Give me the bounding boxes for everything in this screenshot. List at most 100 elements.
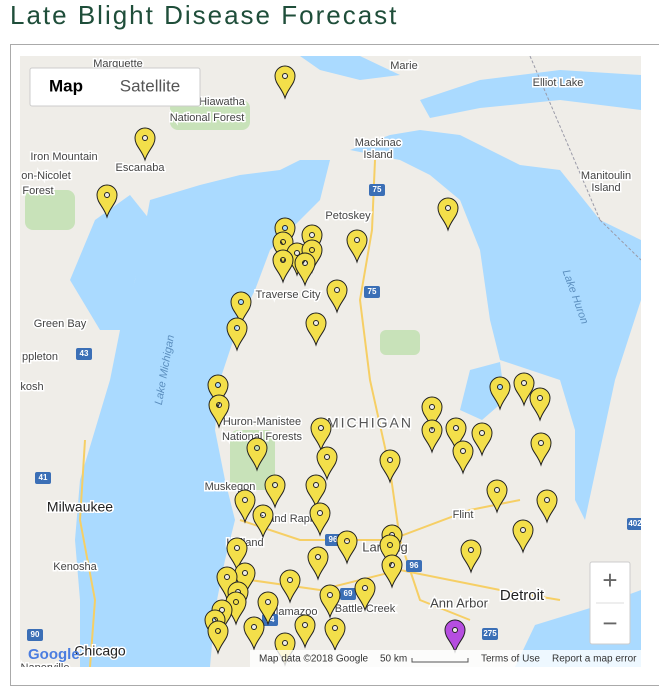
page-title: Late Blight Disease Forecast: [10, 0, 399, 30]
forecast-marker[interactable]: [134, 127, 156, 162]
forecast-marker[interactable]: [294, 614, 316, 649]
road-shield: [364, 286, 380, 298]
forecast-marker[interactable]: [319, 584, 341, 619]
forecast-marker[interactable]: [471, 422, 493, 457]
road-shield: [27, 629, 43, 641]
forecast-marker[interactable]: [226, 537, 248, 572]
zoom-in[interactable]: +: [602, 565, 617, 595]
forecast-marker[interactable]: [489, 376, 511, 411]
report-link[interactable]: Report a map error: [552, 654, 637, 665]
forecast-marker[interactable]: [346, 229, 368, 264]
border: [599, 219, 641, 261]
forecast-marker[interactable]: [310, 417, 332, 452]
place-label: Mackinac: [355, 137, 402, 149]
forecast-marker[interactable]: [324, 617, 346, 652]
forecast-marker[interactable]: [243, 616, 265, 651]
road-number: 96: [410, 561, 419, 570]
forecast-marker[interactable]: [513, 372, 535, 407]
place-label: Traverse City: [256, 289, 321, 301]
forecast-marker[interactable]: [379, 534, 401, 569]
forecast-marker[interactable]: [307, 546, 329, 581]
forecast-marker[interactable]: [294, 252, 316, 287]
place-label: Chicago: [74, 643, 126, 659]
place-label: Milwaukee: [47, 499, 113, 515]
forecast-marker[interactable]: [316, 446, 338, 481]
forecast-marker[interactable]: [379, 449, 401, 484]
forecast-marker[interactable]: [444, 619, 466, 654]
road-number: 75: [368, 287, 377, 296]
forecast-marker[interactable]: [486, 479, 508, 514]
place-label: Detroit: [500, 587, 545, 604]
road-number: 41: [39, 473, 48, 482]
forecast-marker[interactable]: [96, 184, 118, 219]
forecast-marker[interactable]: [279, 569, 301, 604]
water: [70, 56, 641, 667]
forecast-marker[interactable]: [252, 504, 274, 539]
place-label: Island: [363, 149, 392, 161]
forecast-marker[interactable]: [530, 432, 552, 467]
scale-label: 50 km: [380, 654, 407, 665]
forecast-marker[interactable]: [305, 474, 327, 509]
forecast-marker[interactable]: [274, 65, 296, 100]
place-label: Forest: [22, 185, 53, 197]
place-label: Hiawatha: [199, 96, 246, 108]
place-label: Manitoulin: [581, 170, 631, 182]
place-label: Petoskey: [325, 210, 371, 222]
road-shield: [627, 518, 641, 530]
forecast-marker[interactable]: [272, 249, 294, 284]
place-label: Island: [591, 182, 620, 194]
zoom-out[interactable]: −: [602, 608, 617, 638]
forecast-marker[interactable]: [264, 474, 286, 509]
forecast-marker[interactable]: [529, 387, 551, 422]
map-type-button[interactable]: Map: [49, 76, 83, 95]
place-label: Flint: [453, 509, 474, 521]
forecast-marker[interactable]: [234, 489, 256, 524]
road-shield: [406, 560, 422, 572]
place-label: ppleton: [22, 351, 58, 363]
forecast-marker[interactable]: [452, 440, 474, 475]
forecast-marker[interactable]: [421, 419, 443, 454]
forecast-marker[interactable]: [208, 394, 230, 429]
forecast-marker[interactable]: [207, 620, 229, 655]
place-label: Kenosha: [53, 561, 97, 573]
road-shield: [482, 628, 498, 640]
scale-bar: [411, 658, 469, 663]
forecast-marker[interactable]: [257, 591, 279, 626]
forecast-marker[interactable]: [336, 530, 358, 565]
forecast-marker[interactable]: [536, 489, 558, 524]
road-number: 90: [31, 630, 40, 639]
forecast-marker[interactable]: [309, 502, 331, 537]
terms-link[interactable]: Terms of Use: [481, 654, 540, 665]
map-type-control: [29, 67, 201, 107]
forecast-marker[interactable]: [326, 279, 348, 314]
place-label: Iron Mountain: [30, 151, 97, 163]
forecast-marker[interactable]: [230, 291, 252, 326]
forecast-marker[interactable]: [246, 437, 268, 472]
place-label: Ann Arbor: [430, 595, 488, 610]
place-label: Green Bay: [34, 318, 87, 330]
place-label: National Forest: [170, 112, 245, 124]
place-label: National Forests: [222, 431, 303, 443]
map-type-button[interactable]: Satellite: [120, 76, 180, 95]
map-data: Map data ©2018 Google: [259, 654, 369, 665]
forecast-marker[interactable]: [354, 577, 376, 612]
forecast-marker[interactable]: [512, 519, 534, 554]
forecast-marker[interactable]: [460, 539, 482, 574]
road-shield: [35, 472, 51, 484]
forecast-marker[interactable]: [421, 396, 443, 431]
forecast-marker[interactable]: [305, 312, 327, 347]
forecast-marker[interactable]: [226, 317, 248, 352]
place-label: on-Nicolet: [21, 170, 71, 182]
place-label: Escanaba: [116, 162, 166, 174]
forecast-marker[interactable]: [207, 374, 229, 409]
forecast-marker[interactable]: [381, 554, 403, 589]
attribution-bar: [250, 650, 641, 667]
road-shield: [369, 184, 385, 196]
forecast-marker[interactable]: [445, 417, 467, 452]
road-number: 96: [329, 535, 338, 544]
place-label: kosh: [20, 381, 43, 393]
forecast-marker[interactable]: [437, 197, 459, 232]
road-shield: [76, 348, 92, 360]
